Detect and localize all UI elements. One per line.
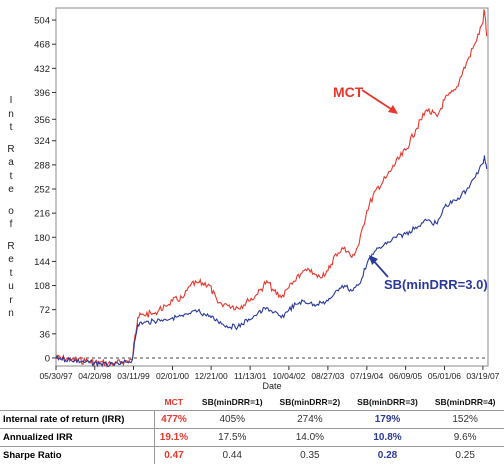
y-axis-label-char: t (6, 122, 16, 133)
y-axis-label-char: t (6, 171, 16, 182)
stats-row-label: Annualized IRR (0, 429, 154, 447)
stats-row-irr: Internal rate of return (IRR) 477% 405% … (0, 411, 504, 429)
stats-corner (0, 393, 154, 411)
x-tick-label: 05/01/06 (428, 371, 461, 381)
y-axis-label-char: I (6, 95, 16, 106)
stats-header-sb3: SB(minDRR=3) (349, 393, 427, 411)
y-axis-label-char: R (6, 144, 16, 155)
y-tick-label: 288 (34, 160, 50, 171)
stats-row-sharpe: Sharpe Ratio 0.47 0.44 0.35 0.28 0.25 (0, 447, 504, 464)
y-axis-label-char: e (6, 184, 16, 195)
y-axis-label-char: e (6, 254, 16, 265)
x-tick-label: 03/11/99 (117, 371, 150, 381)
y-tick-label: 36 (39, 329, 50, 340)
y-axis-label-char: f (6, 219, 16, 230)
stats-row-annualized: Annualized IRR 19.1% 17.5% 14.0% 10.8% 9… (0, 429, 504, 447)
y-tick-label: 72 (39, 305, 50, 316)
y-tick-label: 144 (34, 257, 50, 268)
y-axis-label-char: n (6, 109, 16, 120)
x-tick-label: 11/13/01 (234, 371, 267, 381)
y-tick-label: 432 (34, 64, 50, 75)
y-axis-label-char: u (6, 281, 16, 292)
line-chart: 0 36 72 108 144 180 216 252 288 324 356 396 432 468 50… (0, 0, 504, 393)
x-tick-label: 12/21/00 (195, 371, 228, 381)
stats-header-sb1: SB(minDRR=1) (193, 393, 271, 411)
y-tick-label: 324 (34, 136, 50, 147)
stats-cell: 9.6% (426, 429, 504, 447)
stats-cell: 10.8% (349, 429, 427, 447)
x-axis-label: Date (262, 381, 281, 391)
stats-cell: 405% (193, 411, 271, 429)
stats-cell: 0.35 (271, 447, 349, 464)
stats-table: MCT SB(minDRR=1) SB(minDRR=2) SB(minDRR=… (0, 393, 504, 464)
y-axis-label-char: r (6, 295, 16, 306)
x-tick-label: 06/09/05 (389, 371, 422, 381)
y-tick-label: 108 (34, 281, 50, 292)
stats-header-sb2: SB(minDRR=2) (271, 393, 349, 411)
x-tick-label: 07/19/04 (350, 371, 383, 381)
stats-row-label: Sharpe Ratio (0, 447, 154, 464)
stats-cell: 0.47 (154, 447, 193, 464)
stats-cell: 0.44 (193, 447, 271, 464)
y-tick-label: 0 (45, 353, 50, 364)
x-tick-label: 10/04/02 (272, 371, 305, 381)
stats-cell: 19.1% (154, 429, 193, 447)
x-tick-label: 05/30/97 (39, 371, 72, 381)
stats-cell: 0.28 (349, 447, 427, 464)
stats-cell: 477% (154, 411, 193, 429)
y-tick-label: 468 (34, 40, 50, 51)
x-tick-label: 03/19/07 (466, 371, 499, 381)
stats-cell: 179% (349, 411, 427, 429)
x-tick-label: 04/20/98 (78, 371, 111, 381)
y-tick-label: 504 (34, 16, 50, 27)
annotation-mct-label: MCT (333, 84, 364, 100)
stats-header-mct: MCT (154, 393, 193, 411)
stats-row-label: Internal rate of return (IRR) (0, 411, 154, 429)
stats-cell: 0.25 (426, 447, 504, 464)
y-tick-label: 180 (34, 233, 50, 244)
y-axis-label-char: n (6, 308, 16, 319)
stats-cell: 17.5% (193, 429, 271, 447)
stats-header-row: MCT SB(minDRR=1) SB(minDRR=2) SB(minDRR=… (0, 393, 504, 411)
x-tick-label: 08/27/03 (311, 371, 344, 381)
y-axis-label-char: a (6, 157, 16, 168)
y-axis-label-char: t (6, 268, 16, 279)
annotation-sb-label: SB(minDRR=3.0) (384, 277, 488, 292)
y-axis-label-char: o (6, 206, 16, 217)
y-tick-label: 216 (34, 209, 50, 220)
y-tick-label: 396 (34, 88, 50, 99)
stats-header-sb4: SB(minDRR=4) (426, 393, 504, 411)
stats-cell: 152% (426, 411, 504, 429)
y-tick-label: 356 (34, 115, 50, 126)
y-axis-label-char: R (6, 241, 16, 252)
stats-cell: 274% (271, 411, 349, 429)
stats-cell: 14.0% (271, 429, 349, 447)
y-tick-label: 252 (34, 185, 50, 196)
x-tick-label: 02/01/00 (156, 371, 189, 381)
